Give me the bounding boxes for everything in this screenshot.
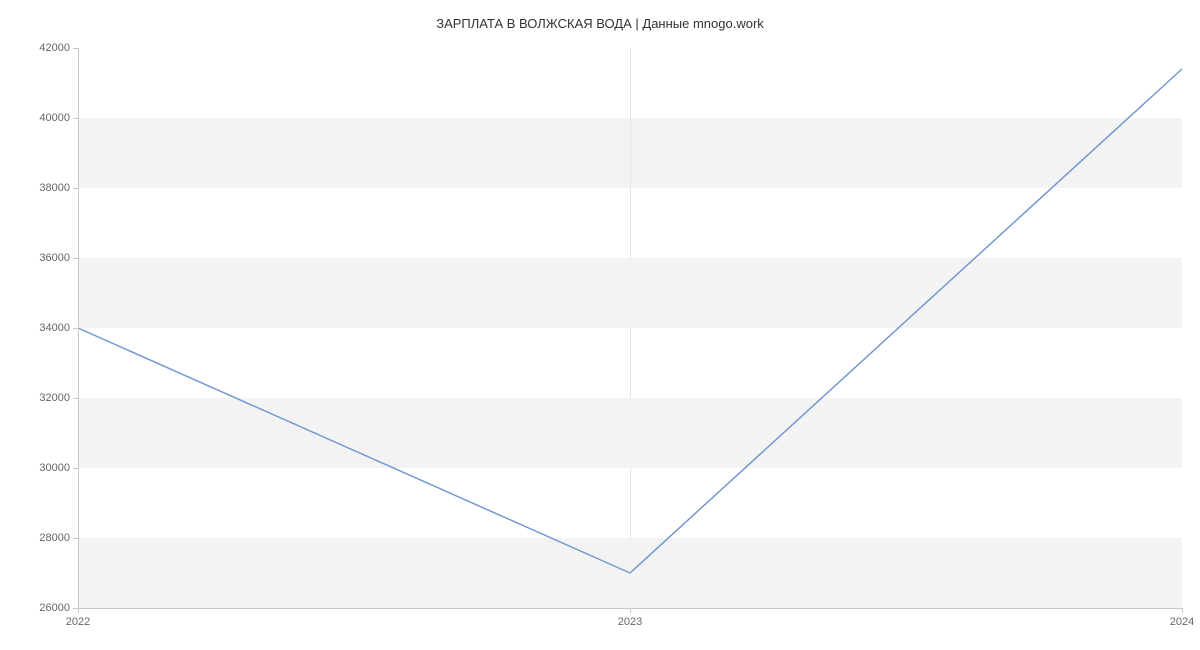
x-tick [1182, 608, 1183, 613]
plot-area: 2600028000300003200034000360003800040000… [78, 48, 1182, 608]
y-tick-label: 26000 [39, 602, 70, 614]
x-tick-label: 2024 [1170, 616, 1194, 628]
y-tick-label: 36000 [39, 252, 70, 264]
y-tick-label: 32000 [39, 392, 70, 404]
y-tick-label: 40000 [39, 112, 70, 124]
chart-title: ЗАРПЛАТА В ВОЛЖСКАЯ ВОДА | Данные mnogo.… [0, 16, 1200, 31]
x-tick-label: 2023 [618, 616, 642, 628]
salary-chart: ЗАРПЛАТА В ВОЛЖСКАЯ ВОДА | Данные mnogo.… [0, 0, 1200, 650]
y-axis-line [78, 48, 79, 608]
x-axis-line [78, 608, 1182, 609]
y-tick-label: 38000 [39, 182, 70, 194]
y-tick-label: 28000 [39, 532, 70, 544]
y-tick-label: 34000 [39, 322, 70, 334]
y-tick-label: 42000 [39, 42, 70, 54]
y-tick-label: 30000 [39, 462, 70, 474]
series-line [78, 69, 1182, 573]
x-tick-label: 2022 [66, 616, 90, 628]
line-layer [78, 48, 1182, 608]
